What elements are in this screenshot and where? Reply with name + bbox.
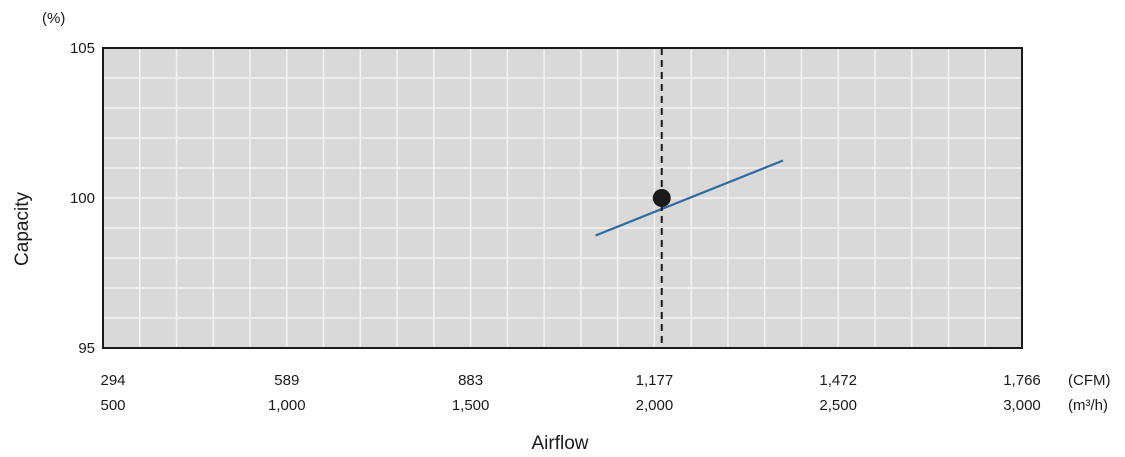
y-tick-label: 95 bbox=[78, 340, 95, 357]
x-tick-labels: 294 500 589 1,000 883 1,500 1,177 2,000 1,472 2,5… bbox=[100, 372, 1040, 414]
x-tick-label-m3h: 500 bbox=[100, 397, 125, 414]
plot-frame bbox=[102, 47, 1023, 349]
x-tick-label-cfm: 1,766 bbox=[1003, 372, 1041, 389]
x-tick-label-m3h: 2,500 bbox=[819, 397, 857, 414]
x-axis-title: Airflow bbox=[531, 433, 588, 454]
grid-lines bbox=[103, 48, 1022, 348]
x-tick-label-cfm: 883 bbox=[458, 372, 483, 389]
x-unit-secondary: (m³/h) bbox=[1068, 397, 1108, 414]
y-tick-label: 105 bbox=[70, 40, 95, 57]
x-tick-label-cfm: 1,177 bbox=[636, 372, 674, 389]
x-tick-label-m3h: 1,000 bbox=[268, 397, 306, 414]
operating-point-marker bbox=[652, 189, 671, 207]
y-tick-label: 100 bbox=[70, 190, 95, 207]
y-tick-labels: 95 100 105 bbox=[70, 40, 95, 357]
x-tick-label-m3h: 1,500 bbox=[452, 397, 490, 414]
x-tick-label-m3h: 3,000 bbox=[1003, 397, 1041, 414]
x-tick-label-cfm: 589 bbox=[274, 372, 299, 389]
y-axis-title: Capacity bbox=[12, 192, 33, 266]
x-tick-label-m3h: 2,000 bbox=[636, 397, 674, 414]
x-tick-label-cfm: 294 bbox=[100, 372, 125, 389]
x-unit-primary: (CFM) bbox=[1068, 372, 1110, 389]
series-layer bbox=[595, 159, 784, 237]
series-line bbox=[595, 159, 784, 237]
y-unit-label: (%) bbox=[42, 10, 65, 27]
x-tick-label-cfm: 1,472 bbox=[819, 372, 857, 389]
